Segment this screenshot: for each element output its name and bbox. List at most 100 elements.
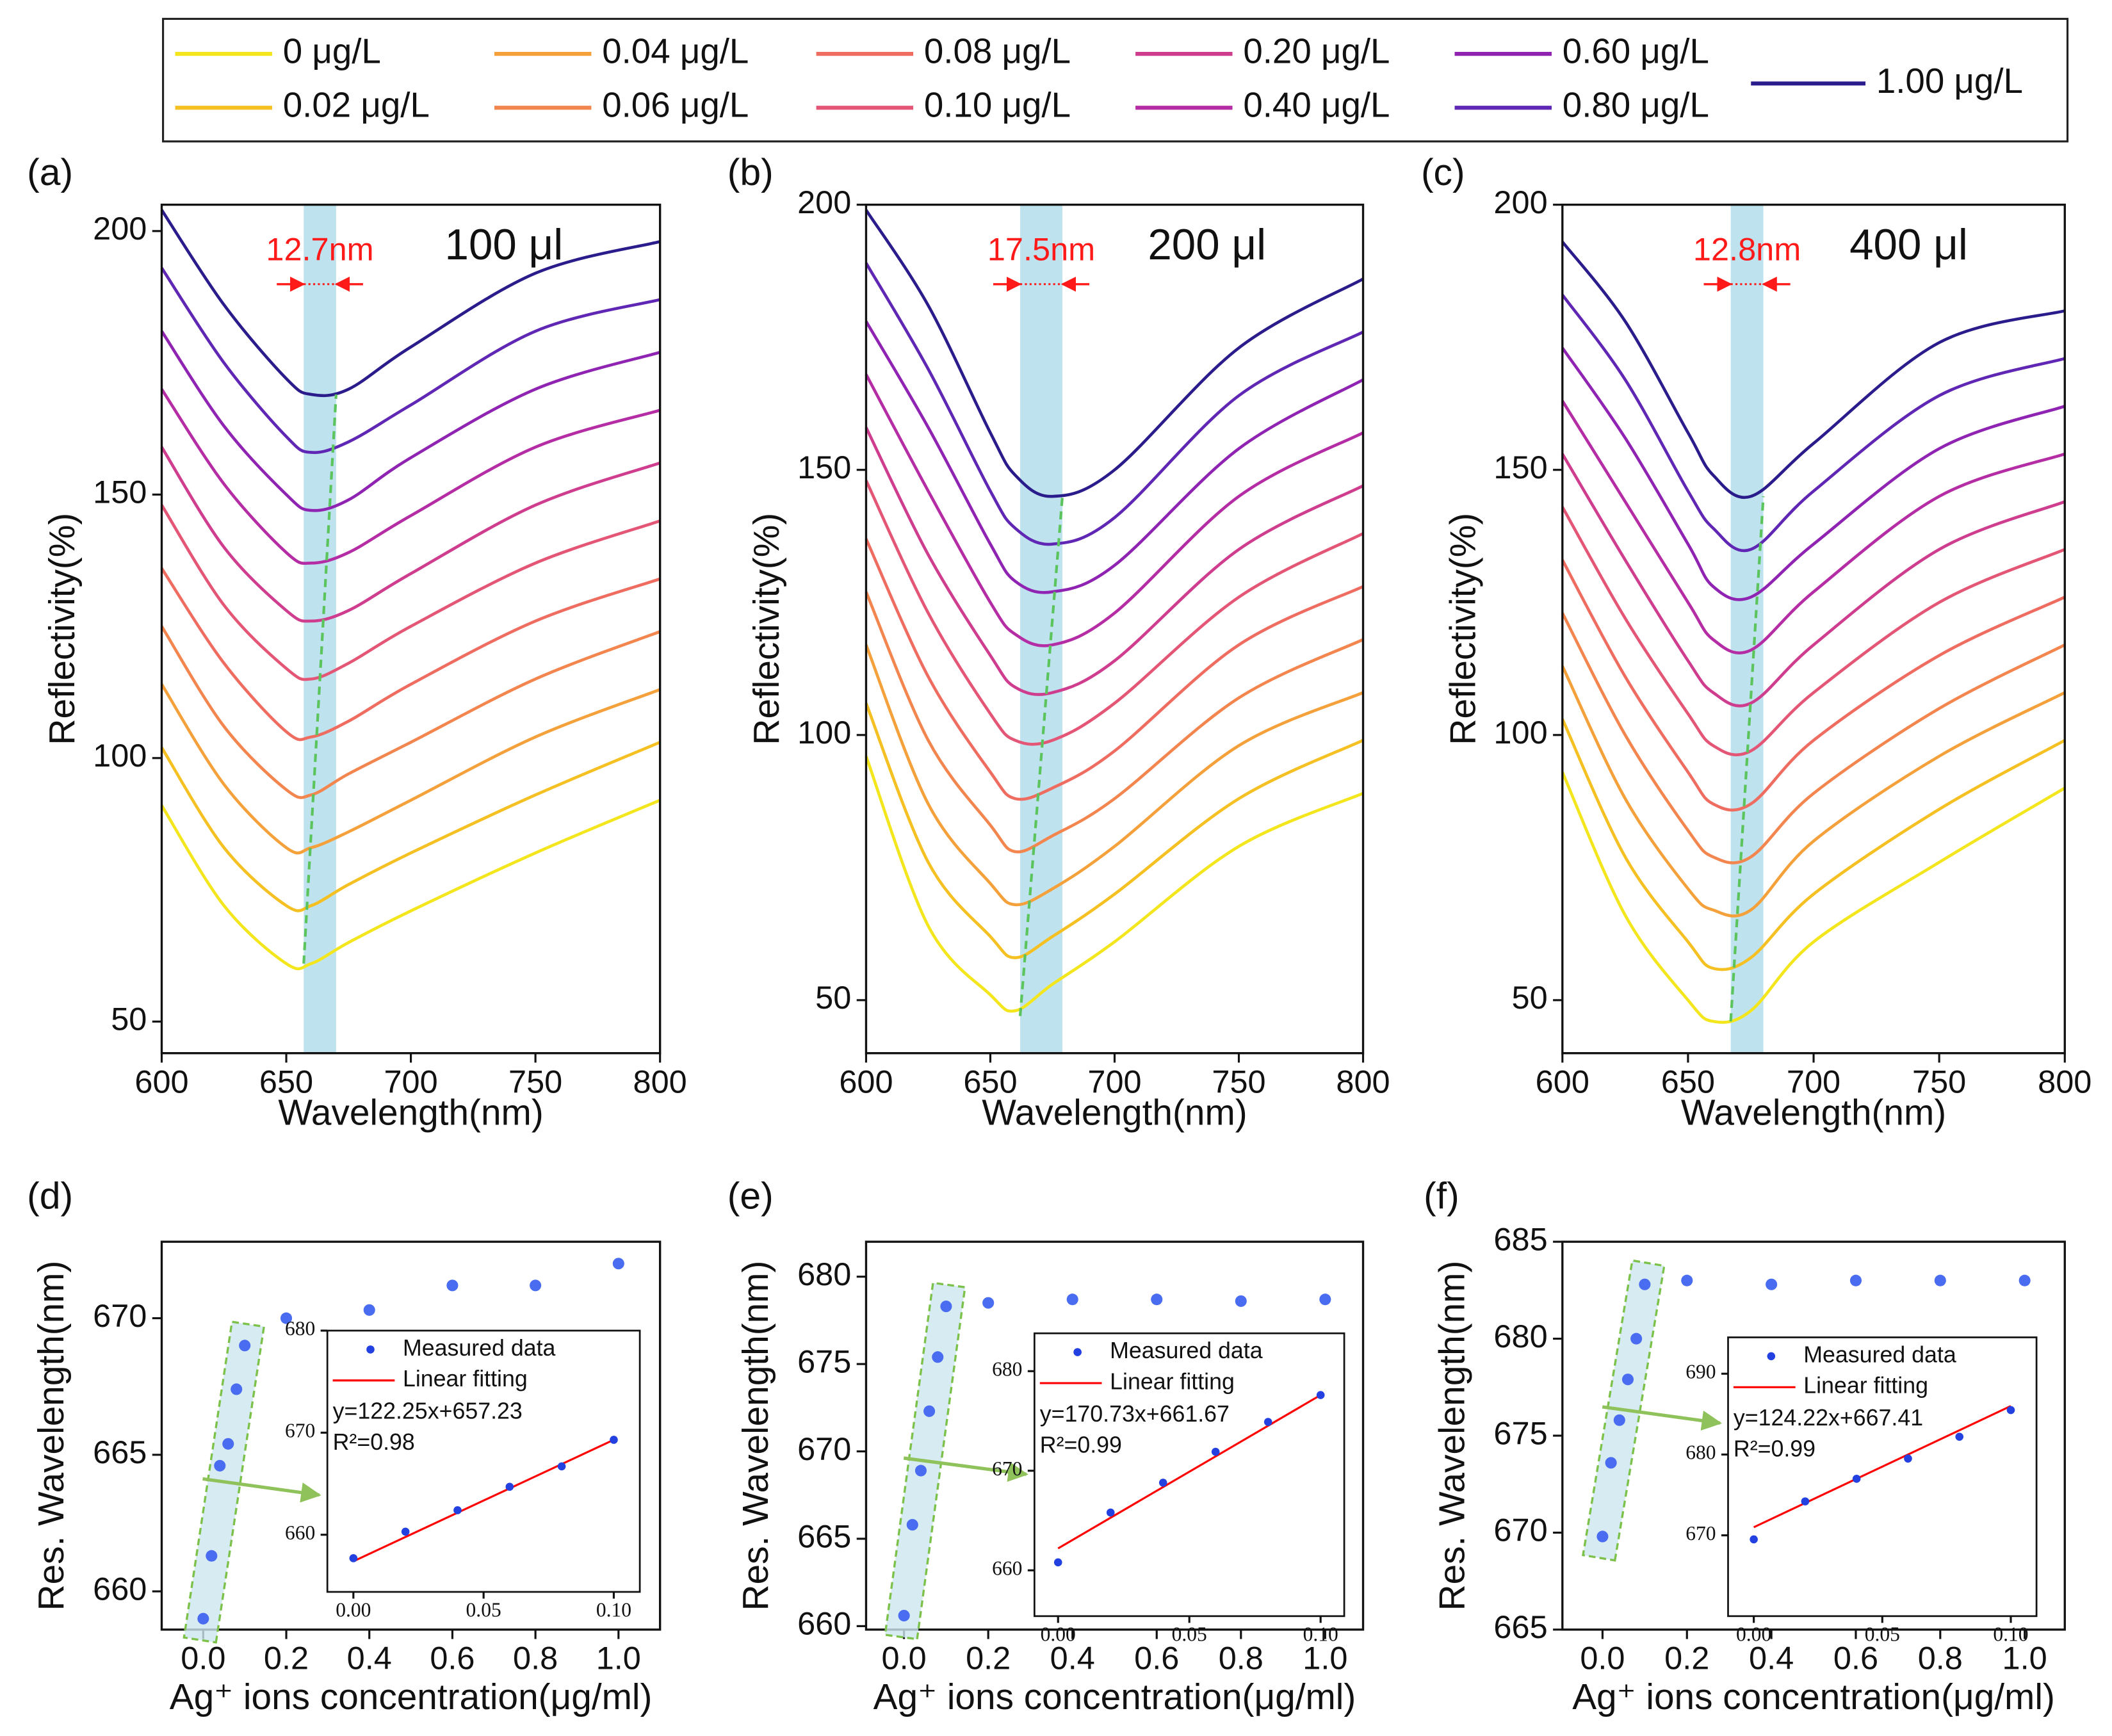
x-tick-label: 600 [134,1063,188,1099]
y-tick-label: 680 [992,1358,1022,1380]
y-tick-label: 675 [1493,1415,1547,1451]
y-tick-label: 670 [1493,1512,1547,1548]
legend-marker [1767,1352,1776,1361]
inset-point [1801,1497,1810,1505]
x-axis-label: Ag⁺ ions concentration(μg/ml) [1572,1677,2055,1717]
x-tick-label: 0.2 [966,1640,1011,1676]
x-tick-label: 750 [1912,1063,1966,1099]
inset-point [1053,1558,1062,1567]
spectrum-line [865,591,1364,854]
spectrum-line [160,740,661,913]
x-tick-label: 1.0 [2002,1640,2047,1676]
x-tick-label: 650 [1661,1063,1715,1099]
panel-label: (e) [727,1175,774,1217]
x-tick-label: 0.4 [1050,1640,1095,1676]
spectrum-line [865,209,1364,498]
y-tick-label: 665 [1493,1609,1547,1645]
width-label: 12.7nm [266,231,373,268]
data-point [1849,1274,1862,1286]
fit-r2: R²=0.99 [1040,1432,1122,1457]
data-point [214,1459,226,1472]
y-tick-label: 670 [797,1431,851,1467]
spectrum-line [865,373,1364,647]
fit-r2: R²=0.98 [333,1429,415,1455]
panel-label: (c) [1421,152,1465,193]
inset-point [1316,1391,1325,1399]
spectrum-line [865,262,1364,546]
legend-label: 0.08 μg/L [924,31,1071,71]
data-point [1613,1414,1625,1426]
y-tick-label: 690 [1686,1360,1716,1383]
x-tick-label: 0.8 [513,1640,558,1676]
data-point [1319,1294,1331,1306]
volume-label: 400 μl [1849,221,1968,269]
x-tick-label: 0.05 [1172,1623,1207,1646]
y-tick-label: 200 [1493,184,1547,220]
legend-label: Linear fitting [1803,1373,1928,1399]
spectrum-line [160,567,661,742]
fit-equation: y=124.22x+667.41 [1734,1405,1923,1431]
shift-band [304,204,336,1053]
y-tick-label: 200 [93,210,147,247]
spectrum-line [865,538,1364,801]
x-tick-label: 0.10 [1303,1623,1338,1646]
inset-point [1263,1418,1272,1426]
width-label: 17.5nm [987,231,1095,268]
data-point [363,1304,375,1316]
inset-point [1106,1508,1115,1517]
legend-label: Measured data [1110,1338,1263,1363]
trend-line [1729,496,1765,1022]
y-axis-label: Res. Wavelength(nm) [31,1261,72,1611]
plot-frame [160,1240,662,1631]
spectrum-line [1561,612,2066,864]
y-tick-label: 670 [1686,1522,1716,1545]
inset-point [1904,1454,1912,1463]
y-tick-label: 100 [93,737,147,774]
data-point [1681,1274,1693,1286]
data-point [1766,1278,1778,1290]
x-tick-label: 0.00 [1041,1623,1076,1646]
data-point [923,1405,936,1417]
fit-equation: y=122.25x+657.23 [333,1399,523,1424]
data-point [197,1612,209,1625]
x-tick-label: 600 [1536,1063,1589,1099]
inset-point [557,1462,566,1471]
y-tick-label: 50 [815,979,851,1016]
fit-equation: y=170.73x+661.67 [1040,1401,1230,1427]
inset-point [1158,1479,1167,1487]
x-tick-label: 700 [1787,1063,1840,1099]
volume-label: 200 μl [1148,221,1266,269]
data-point [898,1609,910,1622]
data-point [222,1438,234,1450]
data-point [1605,1457,1617,1469]
spectrum-line [160,625,661,799]
x-tick-label: 650 [963,1063,1017,1099]
spectrum-line [865,644,1364,907]
x-tick-label: 0.00 [1736,1623,1771,1646]
y-tick-label: 680 [1686,1441,1716,1464]
x-tick-label: 0.0 [1580,1640,1625,1676]
x-tick-label: 700 [384,1063,437,1099]
x-tick-label: 0.0 [181,1640,225,1676]
spectrum-line [160,330,661,512]
y-axis-label: Reflectivity(%) [42,513,83,745]
inset-point [610,1436,618,1444]
legend-label: 0.02 μg/L [283,85,430,125]
inset-frame [1033,1332,1345,1618]
y-tick-label: 680 [797,1256,851,1292]
spectrum-line [865,756,1364,1013]
data-point [906,1519,918,1531]
y-tick-label: 150 [93,474,147,510]
width-label: 12.8nm [1693,231,1801,268]
legend-label: 0.20 μg/L [1243,31,1390,71]
legend-label: 0 μg/L [283,31,381,71]
legend-label: 1.00 μg/L [1876,61,2023,101]
spectrum-line [865,426,1364,696]
plot-frame [160,204,662,1055]
data-point [932,1351,944,1363]
spectrum-line [160,267,661,454]
panel-label: (b) [727,152,774,193]
spectrum-line [1561,241,2065,499]
spectrum-line [865,702,1364,959]
inset-point [1750,1535,1758,1544]
